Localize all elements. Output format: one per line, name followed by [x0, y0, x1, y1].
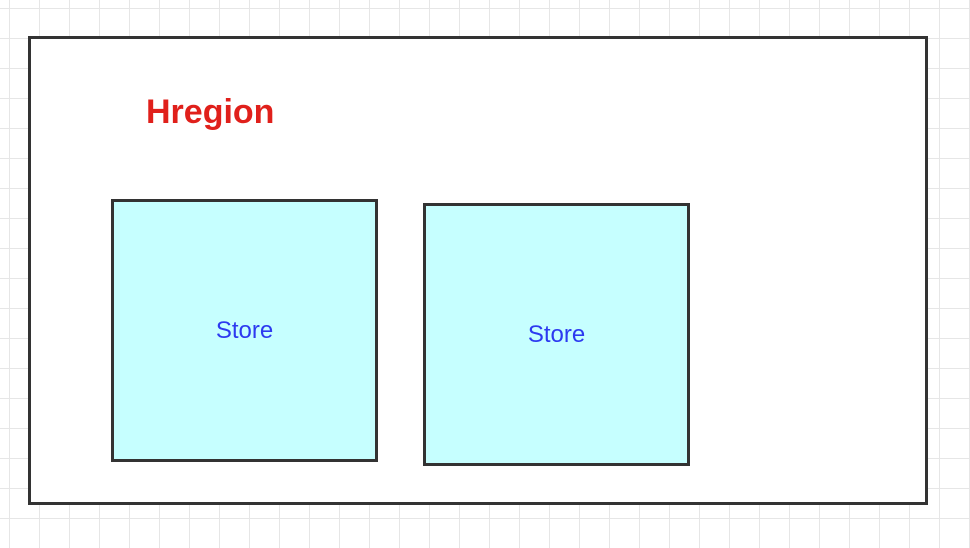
store-box-1: Store: [111, 199, 378, 462]
store-label-1: Store: [215, 316, 274, 344]
store-box-2: Store: [423, 203, 690, 466]
hregion-label: Hregion: [146, 93, 275, 131]
store-label-2: Store: [527, 320, 586, 348]
